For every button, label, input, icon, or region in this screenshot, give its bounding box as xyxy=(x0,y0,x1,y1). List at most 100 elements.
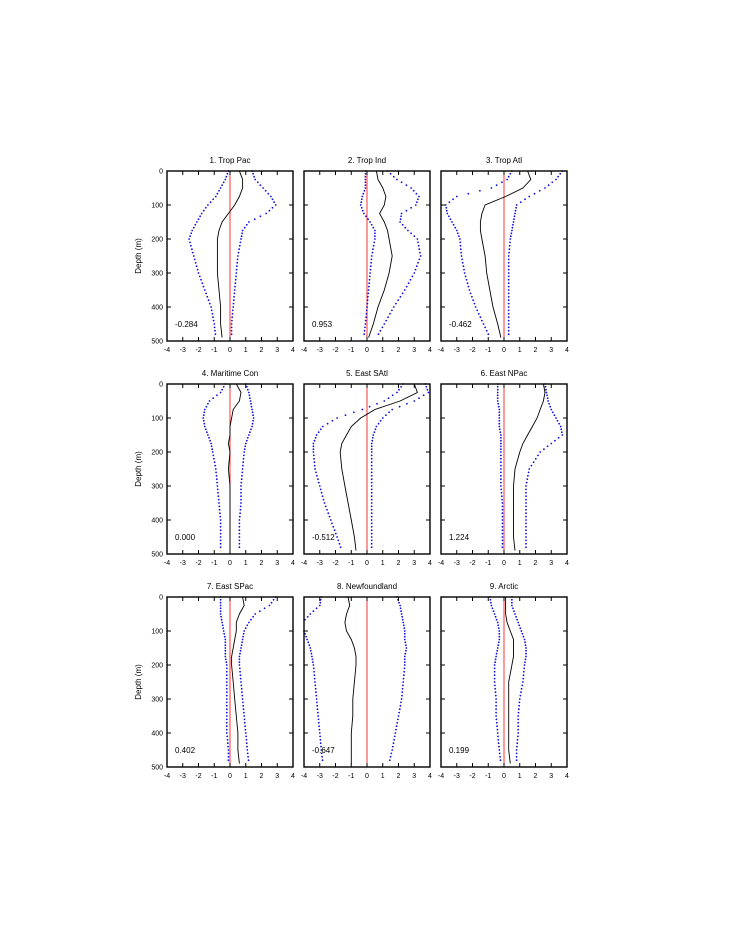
lower-bound-dot xyxy=(203,425,206,428)
upper-bound-dot xyxy=(550,442,553,445)
x-tick-label: 4 xyxy=(428,560,432,567)
upper-bound-dot xyxy=(256,181,259,184)
upper-bound-dot xyxy=(238,667,241,670)
x-tick-label: 0 xyxy=(365,773,369,780)
y-axis-label: Depth (m) xyxy=(134,664,143,700)
upper-bound-dot xyxy=(244,725,247,728)
lower-bound-dot xyxy=(500,436,502,439)
lower-bound-dot xyxy=(494,615,497,618)
upper-bound-dot xyxy=(238,244,241,247)
upper-bound-dot xyxy=(389,755,392,758)
y-tick-label: 100 xyxy=(151,416,163,423)
upper-bound-dot xyxy=(249,397,251,400)
lower-bound-dot xyxy=(219,512,221,515)
x-tick-label: 2 xyxy=(397,347,401,354)
upper-bound-dot xyxy=(393,735,396,738)
upper-bound-dot xyxy=(525,652,527,655)
x-tick-label: 1 xyxy=(381,560,385,567)
lower-bound-dot xyxy=(319,598,322,601)
lower-bound-dot xyxy=(501,519,504,521)
lower-bound-dot xyxy=(364,175,367,178)
mean-profile-line xyxy=(505,597,514,764)
upper-bound-dot xyxy=(239,670,242,673)
lower-bound-dot xyxy=(194,223,197,226)
upper-bound-dot xyxy=(238,525,241,528)
upper-bound-dot xyxy=(240,687,243,690)
upper-bound-dot xyxy=(415,265,418,268)
lower-bound-dot xyxy=(500,454,502,457)
lower-bound-dot xyxy=(319,601,322,604)
lower-bound-dot xyxy=(214,333,217,336)
lower-bound-dot xyxy=(314,681,316,683)
lower-bound-dot xyxy=(192,226,195,229)
upper-bound-dot xyxy=(240,644,243,647)
upper-bound-dot xyxy=(370,488,373,491)
upper-bound-dot xyxy=(561,434,564,436)
upper-bound-dot xyxy=(242,708,245,711)
lower-bound-dot xyxy=(309,613,312,615)
lower-bound-dot xyxy=(226,742,229,745)
lower-bound-dot xyxy=(223,632,226,635)
lower-bound-dot xyxy=(363,329,366,332)
upper-bound-dot xyxy=(522,677,525,680)
lower-bound-dot xyxy=(317,431,320,434)
x-tick-label: 3 xyxy=(549,560,553,567)
upper-bound-dot xyxy=(511,604,513,607)
x-tick-label: -1 xyxy=(485,773,491,780)
x-tick-label: 0 xyxy=(502,347,506,354)
upper-bound-dot xyxy=(507,282,510,285)
upper-bound-dot xyxy=(559,172,562,175)
mean-profile-line xyxy=(216,170,244,338)
lower-bound-dot xyxy=(202,419,205,422)
lower-bound-dot xyxy=(501,546,504,549)
lower-bound-dot xyxy=(209,201,212,204)
upper-bound-dot xyxy=(268,209,271,212)
lower-bound-dot xyxy=(220,618,223,621)
lower-bound-dot xyxy=(203,422,206,425)
upper-bound-dot xyxy=(238,532,241,535)
lower-bound-dot xyxy=(498,632,501,635)
upper-bound-dot xyxy=(509,238,512,240)
upper-bound-dot xyxy=(253,175,256,178)
lower-bound-dot xyxy=(396,391,398,394)
upper-bound-dot xyxy=(399,295,402,298)
upper-bound-dot xyxy=(246,749,249,751)
lower-bound-dot xyxy=(454,226,457,229)
upper-bound-dot xyxy=(550,408,553,411)
upper-bound-dot xyxy=(555,178,557,181)
lower-bound-dot xyxy=(315,691,317,694)
upper-bound-dot xyxy=(371,436,374,439)
upper-bound-dot xyxy=(236,261,239,264)
lower-bound-dot xyxy=(359,204,362,206)
lower-bound-dot xyxy=(312,610,315,613)
upper-bound-dot xyxy=(370,481,373,484)
lower-bound-dot xyxy=(400,385,402,388)
upper-bound-dot xyxy=(512,221,515,223)
lower-bound-dot xyxy=(334,532,337,535)
lower-bound-dot xyxy=(497,641,500,644)
lower-bound-dot xyxy=(501,529,504,532)
upper-bound-dot xyxy=(240,681,242,683)
upper-bound-dot xyxy=(242,701,244,704)
upper-bound-dot xyxy=(245,735,248,738)
lower-bound-dot xyxy=(224,178,227,181)
upper-bound-dot xyxy=(507,295,510,298)
upper-bound-dot xyxy=(235,275,237,278)
upper-bound-dot xyxy=(246,624,249,627)
upper-bound-dot xyxy=(400,610,402,613)
upper-bound-dot xyxy=(240,485,242,487)
lower-bound-dot xyxy=(225,670,228,673)
x-tick-label: 2 xyxy=(260,773,264,780)
lower-bound-dot xyxy=(370,255,373,257)
lower-bound-dot xyxy=(320,752,323,755)
upper-bound-dot xyxy=(544,385,547,388)
lower-bound-dot xyxy=(204,428,207,431)
lower-bound-dot xyxy=(327,512,330,515)
x-tick-label: 1 xyxy=(244,560,248,567)
lower-bound-dot xyxy=(219,542,222,545)
lower-bound-dot xyxy=(371,251,374,254)
lower-bound-dot xyxy=(318,728,321,731)
upper-bound-dot xyxy=(391,745,394,748)
lower-bound-dot xyxy=(482,323,485,325)
lower-bound-dot xyxy=(500,488,503,491)
